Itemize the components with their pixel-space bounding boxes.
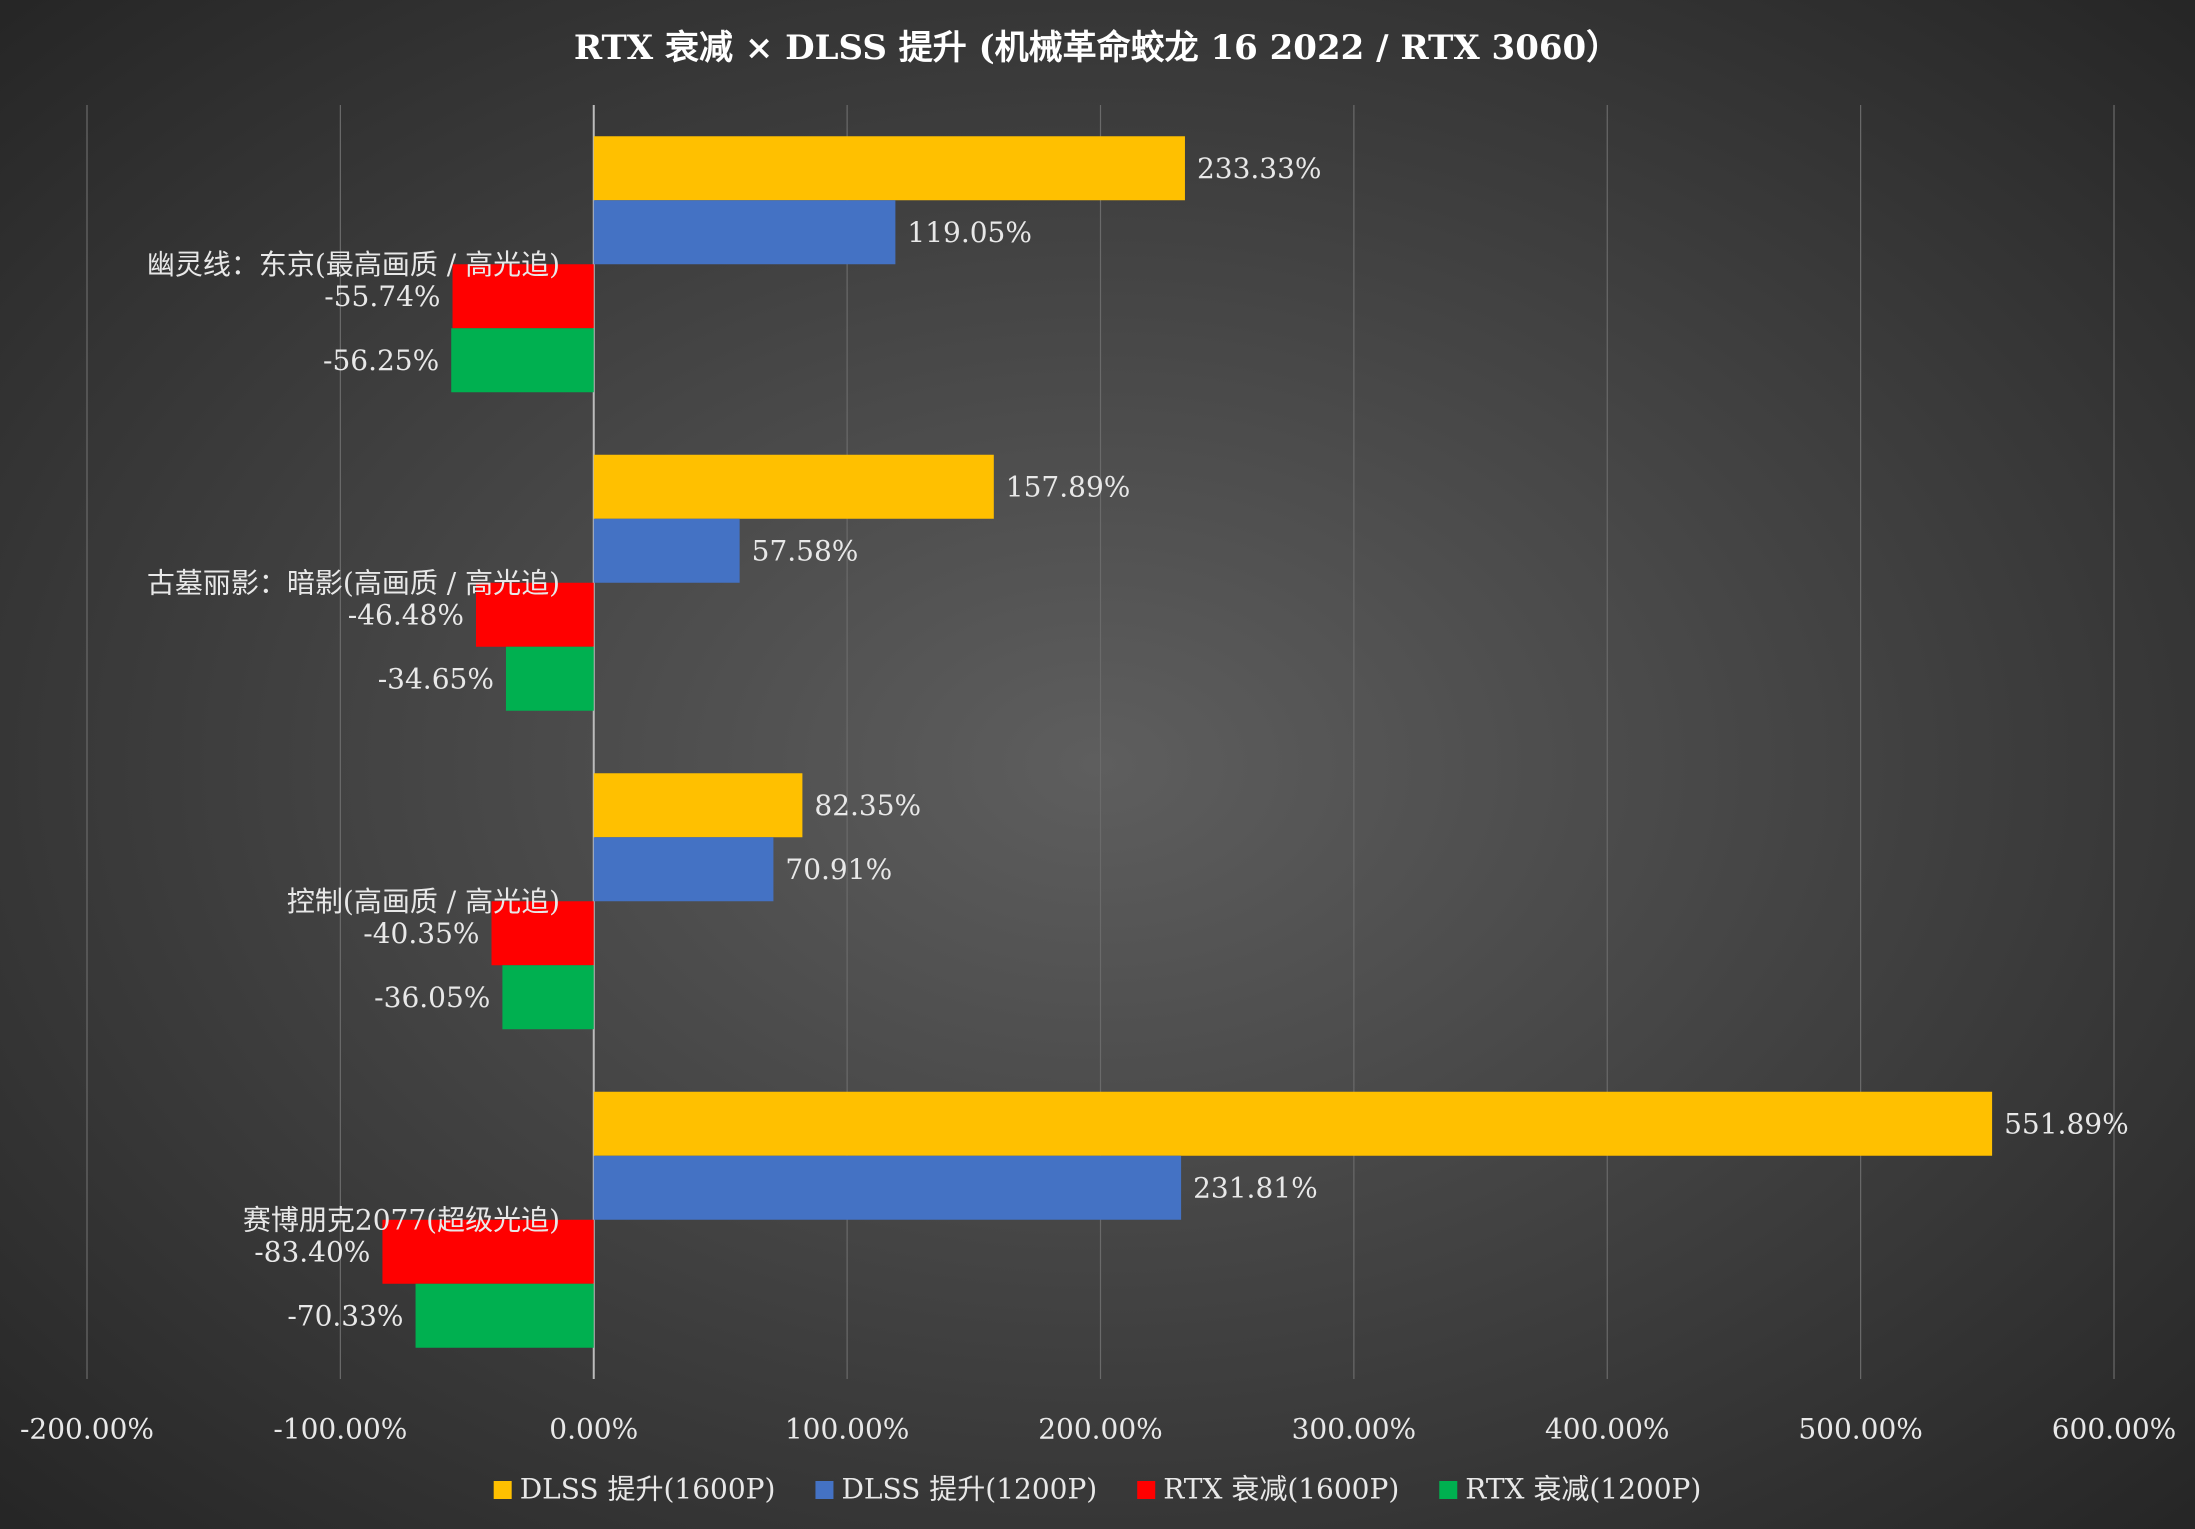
bar bbox=[502, 965, 594, 1030]
bar bbox=[593, 136, 1185, 201]
x-tick-label: 500.00% bbox=[1798, 1413, 1923, 1446]
bar bbox=[593, 518, 740, 583]
bar bbox=[593, 837, 774, 902]
bar bbox=[593, 1155, 1182, 1220]
bar bbox=[593, 1091, 1993, 1156]
x-tick-label: -100.00% bbox=[273, 1413, 407, 1446]
bar bbox=[452, 264, 594, 329]
category-label: 赛博朋克2077(超级光追) bbox=[243, 1203, 560, 1236]
category-label: 古墓丽影：暗影(高画质 / 高光追) bbox=[147, 566, 560, 599]
legend-label: RTX 衰减(1600P) bbox=[1163, 1473, 1399, 1506]
data-label: -83.40% bbox=[254, 1235, 370, 1268]
bar bbox=[475, 582, 594, 647]
data-label: -55.74% bbox=[324, 280, 440, 313]
bar bbox=[505, 646, 594, 711]
x-tick-label: 100.00% bbox=[785, 1413, 910, 1446]
category-label: 控制(高画质 / 高光追) bbox=[287, 885, 560, 918]
data-label: -36.05% bbox=[374, 981, 490, 1014]
data-label: 551.89% bbox=[2004, 1107, 2129, 1140]
data-label: 70.91% bbox=[785, 853, 892, 886]
legend-label: RTX 衰减(1200P) bbox=[1465, 1473, 1701, 1506]
data-label: -70.33% bbox=[287, 1299, 403, 1332]
x-tick-label: -200.00% bbox=[20, 1413, 154, 1446]
x-tick-label: 600.00% bbox=[2052, 1413, 2177, 1446]
bar bbox=[593, 454, 994, 519]
bar bbox=[593, 773, 803, 838]
bar bbox=[491, 901, 594, 966]
category-label: 幽灵线：东京(最高画质 / 高光追) bbox=[147, 248, 560, 281]
x-tick-label: 300.00% bbox=[1292, 1413, 1417, 1446]
bar bbox=[451, 328, 594, 393]
data-label: 57.58% bbox=[752, 534, 859, 567]
chart-title: RTX 衰减 × DLSS 提升 (机械革命蛟龙 16 2022 / RTX 3… bbox=[574, 28, 1620, 68]
data-label: -56.25% bbox=[323, 344, 439, 377]
x-tick-label: 200.00% bbox=[1038, 1413, 1163, 1446]
legend-marker bbox=[1137, 1481, 1156, 1499]
legend-label: DLSS 提升(1600P) bbox=[520, 1473, 776, 1506]
x-tick-label: 400.00% bbox=[1545, 1413, 1670, 1446]
data-label: -46.48% bbox=[348, 598, 464, 631]
legend-marker bbox=[815, 1481, 834, 1499]
bar bbox=[415, 1283, 594, 1348]
data-label: 233.33% bbox=[1197, 152, 1322, 185]
data-label: -40.35% bbox=[363, 917, 479, 950]
legend-label: DLSS 提升(1200P) bbox=[841, 1473, 1097, 1506]
data-label: 157.89% bbox=[1006, 470, 1131, 503]
data-label: 119.05% bbox=[907, 216, 1032, 249]
legend-marker bbox=[1439, 1481, 1458, 1499]
data-label: 231.81% bbox=[1193, 1171, 1318, 1204]
data-label: -34.65% bbox=[378, 662, 494, 695]
bar bbox=[593, 200, 896, 265]
bar bbox=[382, 1219, 594, 1284]
legend-marker bbox=[493, 1481, 512, 1499]
x-tick-label: 0.00% bbox=[549, 1413, 638, 1446]
data-label: 82.35% bbox=[814, 789, 921, 822]
